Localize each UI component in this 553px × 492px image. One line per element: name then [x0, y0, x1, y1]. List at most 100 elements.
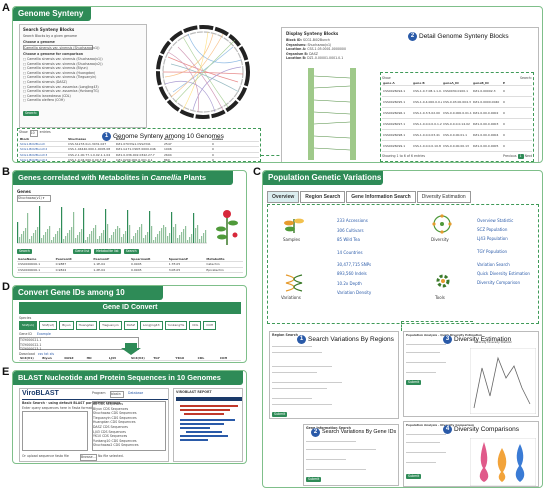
panel-b-label: B: [2, 166, 10, 178]
gene-submit[interactable]: Submit: [306, 477, 322, 482]
overview-stat-link[interactable]: 306 Cultivars: [337, 227, 364, 233]
checkbox[interactable]: □: [23, 75, 28, 80]
download-row: Download csv txt xls: [19, 352, 54, 357]
block-link[interactable]: SCG1-Bi02Bunch4: [20, 158, 48, 163]
overview-tool-link[interactable]: Overview Statistic: [477, 218, 514, 223]
table-cell: DZ1.0.00.0.0004: [473, 132, 499, 137]
program-select[interactable]: blastn: [110, 391, 124, 398]
chrom-select[interactable]: Shuchazao(v1) ▾: [17, 195, 51, 202]
choose-compare-label: Choose a genome for comparison: [23, 52, 84, 56]
database-option[interactable]: YK10 CDS Sequences: [93, 434, 128, 439]
checkbox[interactable]: □: [23, 66, 28, 71]
overview-stat-link[interactable]: 893,560 Indels: [337, 271, 367, 276]
browse-button[interactable]: Browse...: [80, 454, 97, 461]
species-button[interactable]: SCZ(v1): [19, 321, 38, 330]
species-button[interactable]: CDL: [189, 321, 202, 330]
overview-stat-link[interactable]: 85 Wild Tea: [337, 237, 360, 242]
database-option[interactable]: Tieguanyin CDS Sequences: [93, 415, 137, 420]
checkbox[interactable]: □: [23, 70, 28, 75]
gene-bar: [171, 212, 173, 243]
caption-2: Detail Genome Synteny Blocks: [419, 33, 509, 40]
overview-tool-link[interactable]: Variation Search: [477, 262, 510, 267]
block-link[interactable]: SCG1-Bi02Bunch: [20, 141, 46, 146]
checkbox[interactable]: □: [23, 79, 28, 84]
gene-bar: [137, 230, 139, 243]
checkbox[interactable]: □: [23, 98, 28, 103]
download-format-link[interactable]: txt: [44, 352, 50, 356]
query-textarea[interactable]: [22, 411, 88, 451]
checkbox[interactable]: □: [23, 84, 28, 89]
checkbox[interactable]: □: [23, 93, 28, 98]
overview-stat-link[interactable]: 14 Countries: [337, 249, 363, 255]
overview-stat-link[interactable]: Variation Density: [337, 290, 372, 295]
entries-select[interactable]: 10: [29, 130, 38, 137]
region-submit[interactable]: Submit: [272, 412, 288, 417]
database-option[interactable]: LJ43 CDS Sequences: [93, 429, 126, 434]
gene-bar: [149, 211, 151, 243]
viroblast-logo: ViroBLAST: [22, 390, 59, 397]
overview-tool-link[interactable]: TGY Population: [477, 249, 508, 254]
page-1-button[interactable]: 1: [517, 153, 524, 159]
tab-region-search[interactable]: Region Search: [300, 191, 346, 203]
checkbox[interactable]: □: [23, 89, 28, 94]
database-option[interactable]: DASZ CDS Sequences: [93, 424, 128, 429]
database-option[interactable]: Biyun CDS Sequences: [93, 406, 129, 411]
detail-header: gene A gene B geneA_ID geneB_ID E: [382, 81, 532, 86]
species-button[interactable]: COH: [203, 321, 217, 330]
detail-table: Show Search: gene A gene B geneA_ID geneB_ID…: [382, 76, 532, 159]
species-button[interactable]: Tieguanyin: [99, 321, 122, 330]
overview-tool-link[interactable]: Diversity Comparison: [477, 280, 521, 285]
div-cmp-submit[interactable]: Submit: [406, 474, 422, 479]
overview-tool-link[interactable]: SCZ Population: [477, 227, 508, 232]
download-format-link[interactable]: csv: [37, 352, 45, 356]
genome-option-label: Camellia sinensis var. sinensis (Tieguan…: [27, 75, 97, 80]
search-blocks-button[interactable]: Search:: [23, 111, 40, 116]
overview-stat-link[interactable]: 30,477,715 SNPs: [337, 261, 372, 267]
tab-gene-information-search[interactable]: Gene Information Search: [346, 191, 416, 203]
field-value: SCG1-Bi02Bunch: [301, 38, 330, 42]
table-cell: 0: [503, 110, 505, 115]
download-format-link[interactable]: xls: [49, 352, 55, 356]
species-button[interactable]: Biyun: [59, 321, 74, 330]
overview-stat-link[interactable]: 10.2x Depth: [337, 280, 362, 286]
block-link[interactable]: SCG1-Bi02Bunch2: [20, 147, 48, 152]
database-option[interactable]: Yunkang10 CDS Sequences: [93, 438, 137, 443]
database-list[interactable]: BB CDS sequences Biyun CDS Sequences Shuch…: [92, 401, 166, 451]
chip-button[interactable]: Search: [123, 249, 139, 254]
species-button[interactable]: SCZ(v2): [39, 321, 58, 330]
table-cell: DZ1.07033s1.CSS2341: [116, 141, 151, 146]
tab-diversity-estimation[interactable]: Diversity Estimation: [416, 191, 471, 203]
gene-id-textarea[interactable]: TGY000021.1 TGY000022.1 TGY000023.1: [19, 337, 139, 351]
database-option[interactable]: BB CDS sequences: [93, 402, 124, 406]
database-option[interactable]: Shuchazao CDS Sequences: [93, 411, 137, 416]
overview-stat-link[interactable]: 233 Accessions: [337, 218, 368, 223]
genome-select[interactable]: Camellia sinensis var. sinensis (Shuchaz…: [23, 45, 100, 50]
gene-bar: [179, 235, 181, 243]
block-link[interactable]: SCG1-Bi02Bunch3: [20, 152, 48, 157]
entries-label: entries: [39, 130, 51, 134]
database-option[interactable]: Huangdan CDS Sequences: [93, 420, 136, 425]
species-button[interactable]: Huangdan: [75, 321, 98, 330]
checkbox[interactable]: □: [23, 61, 28, 66]
species-button[interactable]: LongJing43: [139, 321, 163, 330]
checkbox[interactable]: □: [23, 57, 28, 61]
overview-tool-link[interactable]: LJ43 Population: [477, 236, 508, 241]
tab-overview[interactable]: Overview: [267, 191, 300, 203]
gene-bar: [27, 213, 29, 243]
species-button[interactable]: DASZ: [123, 321, 138, 330]
diversity-line-plot: [470, 348, 536, 414]
next-button[interactable]: Next: [524, 153, 532, 158]
blast-hit-graphic: [176, 397, 242, 441]
panel-b-title: Genes correlated with Metabolites in Cam…: [13, 171, 233, 185]
chip-button[interactable]: Gene list: [73, 249, 92, 254]
div-est-submit[interactable]: Submit: [406, 380, 422, 385]
database-option[interactable]: Shuchazao2 CDS Sequences: [93, 443, 139, 448]
chip-button[interactable]: Metabolite list: [94, 249, 121, 254]
prev-button[interactable]: Previous: [503, 153, 517, 158]
b-search-button[interactable]: Search: [17, 249, 32, 254]
example-link[interactable]: Example: [37, 332, 51, 336]
species-button[interactable]: YunkangTG: [164, 321, 188, 330]
field-value: DASZ: [308, 51, 318, 56]
overview-tool-link[interactable]: Quick Diversity Estimation: [477, 271, 530, 276]
c-tab-bar: Overview Region Search Gene Information Se…: [267, 191, 471, 203]
